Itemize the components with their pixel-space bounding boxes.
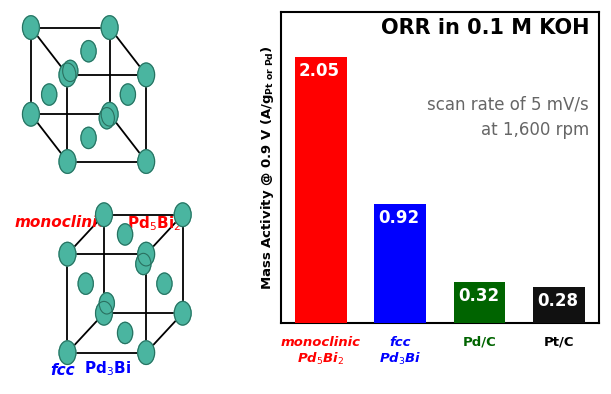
Circle shape bbox=[120, 84, 136, 105]
Text: monoclinic
Pd$_5$Bi$_2$: monoclinic Pd$_5$Bi$_2$ bbox=[281, 336, 360, 367]
Circle shape bbox=[95, 301, 112, 325]
Circle shape bbox=[59, 242, 76, 266]
Circle shape bbox=[117, 224, 133, 245]
Circle shape bbox=[117, 322, 133, 344]
Circle shape bbox=[42, 84, 57, 105]
Circle shape bbox=[136, 253, 151, 275]
Circle shape bbox=[63, 60, 78, 82]
Text: 0.32: 0.32 bbox=[458, 287, 499, 305]
Bar bbox=[533, 287, 585, 323]
Circle shape bbox=[23, 102, 39, 126]
Circle shape bbox=[59, 150, 76, 173]
Text: Pt/C: Pt/C bbox=[544, 336, 574, 349]
Text: Pd/C: Pd/C bbox=[463, 336, 497, 349]
Text: scan rate of 5 mV/s
at 1,600 rpm: scan rate of 5 mV/s at 1,600 rpm bbox=[428, 96, 589, 139]
Circle shape bbox=[99, 293, 114, 314]
Circle shape bbox=[137, 341, 155, 364]
Text: fcc
Pd$_3$Bi: fcc Pd$_3$Bi bbox=[379, 336, 422, 367]
Circle shape bbox=[59, 341, 76, 364]
Bar bbox=[295, 57, 346, 323]
Circle shape bbox=[157, 273, 172, 294]
Circle shape bbox=[101, 16, 118, 39]
Circle shape bbox=[95, 203, 112, 227]
Circle shape bbox=[78, 273, 93, 294]
Text: fcc: fcc bbox=[51, 363, 75, 378]
Text: Pd$_3$Bi: Pd$_3$Bi bbox=[79, 360, 131, 378]
Circle shape bbox=[59, 63, 76, 87]
Text: 2.05: 2.05 bbox=[299, 62, 340, 80]
Text: Pd$_5$Bi$_2$: Pd$_5$Bi$_2$ bbox=[122, 215, 181, 233]
Y-axis label: Mass Activity @ 0.9 V (A/g$_{\mathregular{Pt\ or\ Pd}}$): Mass Activity @ 0.9 V (A/g$_{\mathregula… bbox=[258, 45, 276, 290]
Text: monoclinic: monoclinic bbox=[14, 215, 106, 230]
Circle shape bbox=[99, 108, 114, 129]
Text: ORR in 0.1 M KOH: ORR in 0.1 M KOH bbox=[381, 18, 589, 38]
Bar bbox=[454, 282, 505, 323]
Text: 0.92: 0.92 bbox=[378, 209, 420, 227]
Circle shape bbox=[137, 150, 155, 173]
Circle shape bbox=[81, 127, 96, 149]
Text: 0.28: 0.28 bbox=[537, 292, 578, 310]
Circle shape bbox=[137, 242, 155, 266]
Circle shape bbox=[137, 63, 155, 87]
Circle shape bbox=[174, 203, 191, 227]
Circle shape bbox=[23, 16, 39, 39]
Circle shape bbox=[174, 301, 191, 325]
Bar bbox=[375, 204, 426, 323]
Circle shape bbox=[101, 102, 118, 126]
Circle shape bbox=[81, 41, 96, 62]
